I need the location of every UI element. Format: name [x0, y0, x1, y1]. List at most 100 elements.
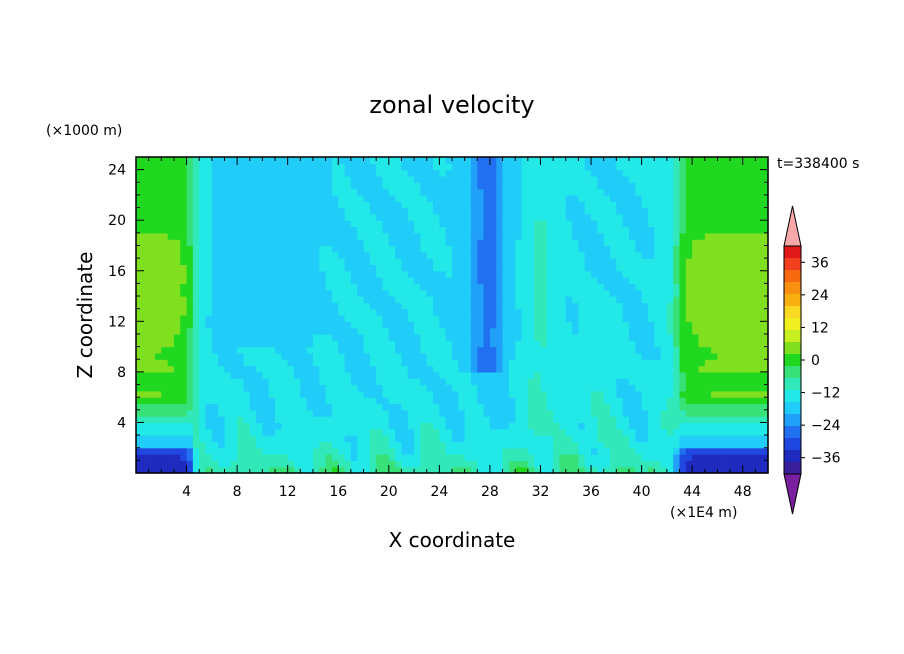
heatmap-cell	[527, 397, 535, 405]
heatmap-cell	[603, 441, 611, 449]
heatmap-cell	[749, 428, 756, 436]
heatmap-cell	[717, 359, 725, 367]
heatmap-cell	[610, 182, 617, 190]
heatmap-cell	[136, 333, 143, 341]
heatmap-cell	[698, 441, 706, 449]
heatmap-cell	[148, 390, 156, 398]
heatmap-cell	[414, 359, 421, 367]
heatmap-cell	[439, 321, 447, 329]
heatmap-cell	[641, 321, 649, 329]
heatmap-cell	[666, 378, 674, 386]
heatmap-cell	[622, 283, 630, 291]
heatmap-cell	[559, 169, 567, 177]
heatmap-cell	[205, 460, 213, 468]
heatmap-cell	[237, 441, 245, 449]
heatmap-cell	[275, 359, 282, 367]
heatmap-cell	[357, 371, 365, 379]
heatmap-cell	[369, 270, 377, 278]
heatmap-cell	[553, 352, 561, 360]
heatmap-cell	[344, 378, 352, 386]
heatmap-cell	[300, 333, 308, 341]
heatmap-cell	[237, 428, 245, 436]
heatmap-cell	[167, 182, 175, 190]
heatmap-cell	[666, 428, 674, 436]
heatmap-cell	[698, 454, 706, 461]
heatmap-cell	[654, 435, 662, 442]
heatmap-cell	[249, 397, 257, 405]
heatmap-cell	[477, 441, 485, 449]
heatmap-cell	[654, 315, 662, 322]
heatmap-cell	[717, 239, 725, 247]
heatmap-cell	[477, 315, 485, 322]
heatmap-cell	[142, 346, 150, 354]
heatmap-cell	[262, 239, 270, 247]
heatmap-cell	[477, 460, 485, 468]
heatmap-cell	[496, 435, 504, 442]
heatmap-cell	[268, 384, 276, 392]
heatmap-cell	[717, 283, 725, 291]
heatmap-cell	[483, 270, 491, 278]
heatmap-cell	[540, 340, 548, 348]
heatmap-cell	[350, 226, 358, 234]
heatmap-cell	[742, 327, 750, 335]
heatmap-cell	[287, 422, 295, 430]
heatmap-cell	[262, 435, 270, 442]
heatmap-cell	[464, 232, 472, 240]
heatmap-cell	[736, 283, 744, 291]
heatmap-cell	[224, 340, 232, 348]
heatmap-cell	[597, 409, 605, 417]
heatmap-cell	[698, 251, 706, 259]
heatmap-cell	[578, 384, 586, 392]
heatmap-cell	[173, 157, 181, 164]
heatmap-cell	[508, 277, 516, 284]
heatmap-cell	[142, 289, 150, 297]
heatmap-cell	[666, 422, 674, 430]
heatmap-cell	[243, 201, 251, 209]
heatmap-cell	[154, 384, 162, 392]
heatmap-cell	[647, 277, 655, 284]
heatmap-cell	[597, 182, 605, 190]
heatmap-cell	[230, 207, 238, 215]
heatmap-cell	[723, 416, 731, 424]
heatmap-cell	[312, 188, 320, 196]
heatmap-cell	[622, 245, 630, 253]
heatmap-cell	[161, 157, 169, 164]
heatmap-cell	[685, 283, 693, 291]
heatmap-cell	[458, 308, 466, 316]
heatmap-cell	[439, 403, 447, 411]
heatmap-cell	[489, 308, 497, 316]
heatmap-cell	[515, 390, 523, 398]
heatmap-cell	[546, 194, 554, 202]
heatmap-cell	[641, 428, 649, 436]
heatmap-cell	[692, 245, 700, 253]
heatmap-cell	[502, 409, 510, 417]
heatmap-cell	[483, 359, 491, 367]
heatmap-cell	[161, 460, 169, 468]
heatmap-cell	[331, 460, 339, 468]
heatmap-cell	[382, 277, 390, 284]
heatmap-cell	[237, 232, 245, 240]
heatmap-cell	[679, 220, 687, 228]
heatmap-cell	[464, 327, 472, 335]
heatmap-cell	[527, 340, 535, 348]
heatmap-cell	[546, 188, 554, 196]
heatmap-cell	[281, 194, 289, 202]
heatmap-cell	[647, 264, 655, 272]
heatmap-cell	[376, 245, 384, 253]
heatmap-cell	[211, 403, 219, 411]
heatmap-cell	[660, 441, 668, 449]
heatmap-cell	[749, 378, 756, 386]
heatmap-cell	[508, 308, 516, 316]
heatmap-cell	[344, 245, 352, 253]
heatmap-cell	[338, 416, 346, 424]
heatmap-cell	[414, 435, 421, 442]
heatmap-cell	[534, 283, 542, 291]
heatmap-cell	[452, 384, 459, 392]
heatmap-cell	[230, 194, 238, 202]
heatmap-cell	[433, 416, 440, 424]
heatmap-cell	[527, 346, 535, 354]
heatmap-cell	[584, 352, 592, 360]
heatmap-cell	[673, 251, 681, 259]
heatmap-cell	[331, 308, 339, 316]
heatmap-cell	[660, 378, 668, 386]
